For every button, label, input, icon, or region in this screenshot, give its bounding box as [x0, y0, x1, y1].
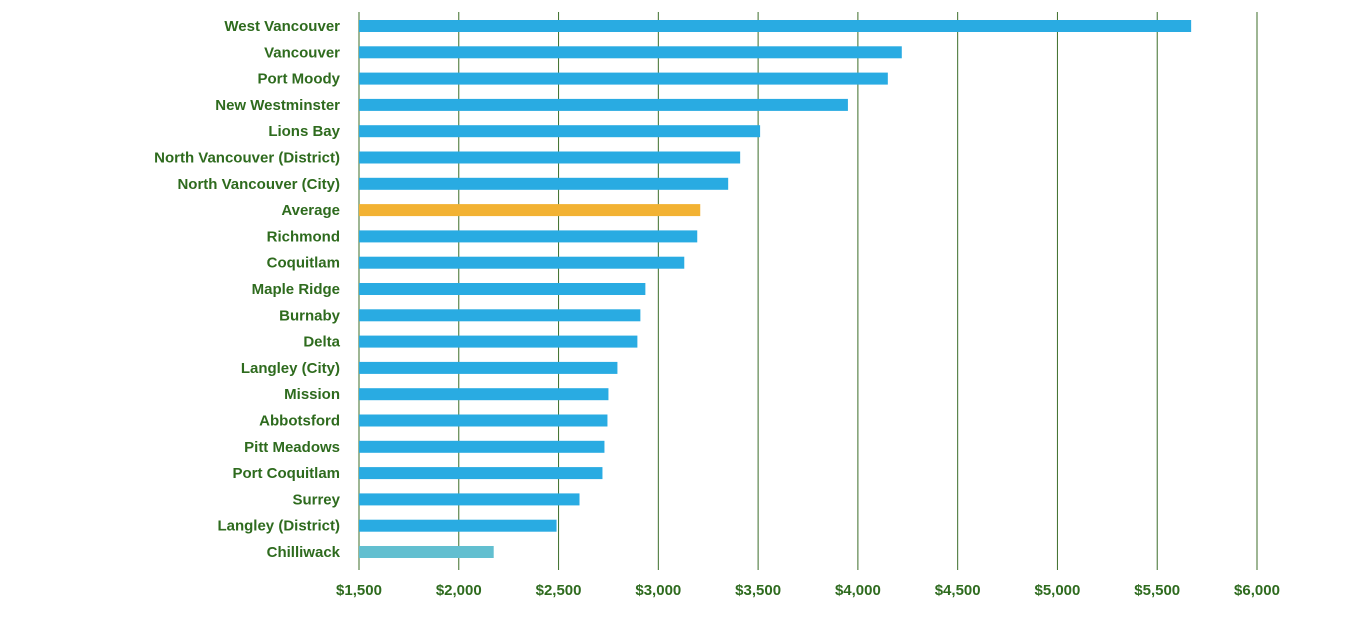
x-tick-label-layer: $1,500 $2,000 $2,500 $3,000 $3,500 $4,000 $4,5… — [336, 582, 1280, 599]
x-tick-label: $2,000 — [436, 582, 482, 599]
bar-lions-bay — [359, 125, 761, 138]
category-label-abbotsford: Abbotsford — [259, 413, 340, 430]
category-label-port-coquitlam: Port Coquitlam — [233, 465, 341, 482]
category-label-pitt-meadows: Pitt Meadows — [244, 439, 340, 456]
category-label-lions-bay: Lions Bay — [268, 123, 340, 140]
x-tick-label: $3,500 — [735, 582, 781, 599]
x-tick-label: $5,500 — [1134, 582, 1180, 599]
bar-vancouver — [359, 46, 902, 59]
bar-average — [359, 204, 701, 217]
x-tick-label: $3,000 — [635, 582, 681, 599]
bar-richmond — [359, 230, 698, 243]
bar-layer — [359, 20, 1192, 558]
x-tick-label: $6,000 — [1234, 582, 1280, 599]
category-label-port-moody: Port Moody — [258, 71, 341, 88]
category-label-langley-city: Langley (City) — [241, 360, 340, 377]
bar-mission — [359, 388, 609, 401]
x-tick-label: $2,500 — [536, 582, 582, 599]
bar-chilliwack — [359, 546, 494, 558]
category-label-vancouver: Vancouver — [264, 44, 340, 61]
bar-north-vancouver-district — [359, 151, 741, 164]
x-tick-label: $4,500 — [935, 582, 981, 599]
category-label-mission: Mission — [284, 386, 340, 403]
bar-burnaby — [359, 309, 641, 322]
bar-maple-ridge — [359, 283, 646, 295]
category-label-surrey: Surrey — [292, 491, 340, 508]
category-label-chilliwack: Chilliwack — [267, 544, 341, 561]
category-label-coquitlam: Coquitlam — [267, 255, 340, 272]
category-label-north-vancouver-district: North Vancouver (District) — [154, 150, 340, 167]
bar-port-moody — [359, 72, 888, 85]
category-label-delta: Delta — [303, 334, 340, 351]
category-label-west-vancouver: West Vancouver — [224, 18, 340, 35]
x-tick-label: $4,000 — [835, 582, 881, 599]
bar-surrey — [359, 493, 580, 506]
bar-pitt-meadows — [359, 440, 605, 453]
category-label-average: Average — [281, 202, 340, 219]
bar-langley-district — [359, 519, 557, 532]
category-label-burnaby: Burnaby — [279, 307, 341, 324]
x-tick-label: $1,500 — [336, 582, 382, 599]
category-label-north-vancouver-city: North Vancouver (City) — [177, 176, 340, 193]
bar-langley-city — [359, 361, 618, 374]
category-label-new-westminster: New Westminster — [215, 97, 340, 114]
category-label-richmond: Richmond — [267, 228, 340, 245]
bar-delta — [359, 335, 638, 348]
bar-west-vancouver — [359, 20, 1192, 32]
category-label-langley-district: Langley (District) — [217, 518, 340, 535]
x-tick-label: $5,000 — [1034, 582, 1080, 599]
bar-new-westminster — [359, 98, 848, 111]
bar-north-vancouver-city — [359, 177, 729, 190]
category-label-layer: West Vancouver Vancouver Port Moody New Wes… — [154, 18, 341, 561]
bar-abbotsford — [359, 414, 608, 427]
category-label-maple-ridge: Maple Ridge — [252, 281, 340, 298]
bar-coquitlam — [359, 256, 685, 269]
bar-port-coquitlam — [359, 467, 603, 480]
